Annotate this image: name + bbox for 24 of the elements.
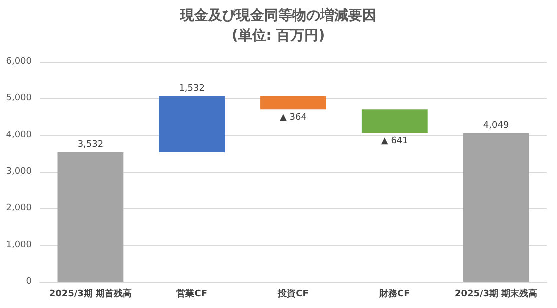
data-label: 1,532 xyxy=(179,84,205,94)
x-tick-label: 営業CF xyxy=(176,288,208,300)
y-tick-label: 6,000 xyxy=(6,57,32,67)
data-label: 3,532 xyxy=(78,140,104,150)
x-tick-label: 財務CF xyxy=(378,288,410,300)
x-tick-label: 2025/3期 期首残高 xyxy=(49,288,132,300)
y-tick-label: 1,000 xyxy=(6,240,32,250)
y-tick-label: 4,000 xyxy=(6,130,32,140)
chart-subtitle: (単位: 百万円) xyxy=(232,28,326,44)
chart-title: 現金及び現金同等物の増減要因 xyxy=(180,7,376,24)
x-tick-label: 2025/3期 期末残高 xyxy=(454,288,538,300)
bar xyxy=(362,110,428,134)
bar xyxy=(260,96,326,110)
y-tick-label: 3,000 xyxy=(6,167,32,177)
data-label: ▲ 641 xyxy=(381,136,408,147)
data-label: 4,049 xyxy=(483,121,510,132)
bar xyxy=(58,152,124,282)
y-tick-label: 5,000 xyxy=(6,94,32,104)
bar xyxy=(159,96,226,152)
bar xyxy=(463,134,530,282)
x-tick-label: 投資CF xyxy=(277,288,309,300)
y-tick-label: 0 xyxy=(26,277,32,287)
y-tick-label: 2,000 xyxy=(6,204,32,214)
data-label: ▲ 364 xyxy=(280,113,308,124)
